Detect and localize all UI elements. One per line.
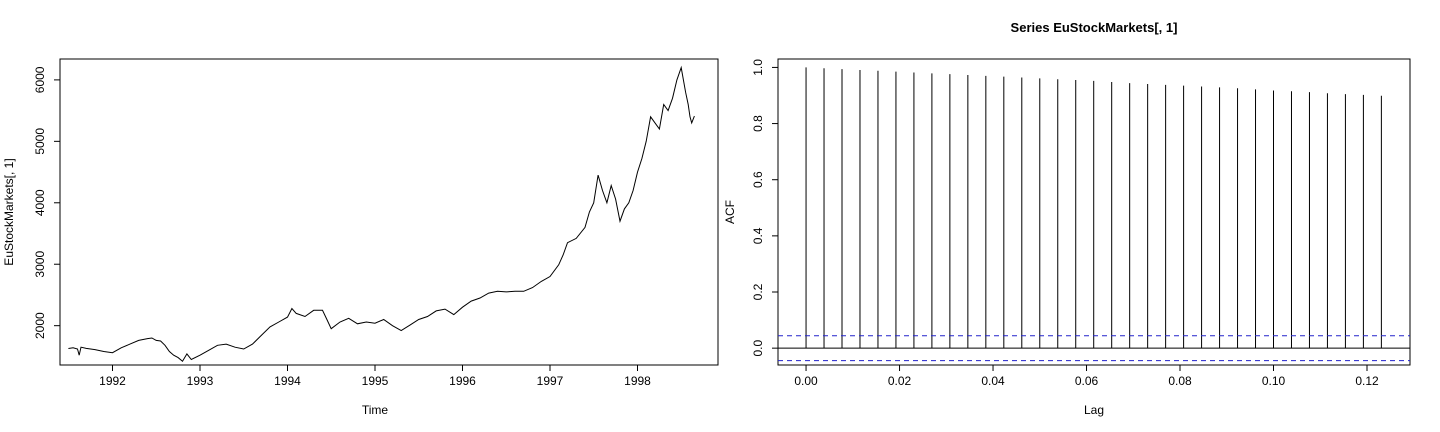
x-tick-label-left: 1994: [274, 374, 301, 388]
y-tick-label-right: 0.4: [751, 227, 765, 244]
y-tick-label-left: 5000: [33, 128, 47, 155]
x-tick-label-right: 0.04: [981, 374, 1005, 388]
y-axis-right: 0.0 0.2 0.4 0.6 0.8 1.0: [751, 59, 778, 356]
x-tick-label-right: 0.02: [888, 374, 912, 388]
y-axis-left: 2000 3000 4000 5000 6000: [33, 66, 60, 339]
y-tick-label-right: 0.8: [751, 115, 765, 132]
x-tick-label-left: 1992: [99, 374, 126, 388]
y-tick-label-right: 0.0: [751, 339, 765, 356]
y-tick-label-right: 1.0: [751, 59, 765, 76]
acf-plot: 0.00 0.02 0.04 0.06 0.08 0.10 0.12 0.00.20.40.…: [723, 20, 1411, 417]
y-tick-label-left: 4000: [33, 189, 47, 216]
plot-frame-left: [59, 58, 719, 366]
x-tick-label-right: 0.00: [794, 374, 818, 388]
y-tick-label-right: 0.6: [751, 171, 765, 188]
x-axis-left: 1992 1993 1994 1995 1996 1997 1998: [99, 365, 651, 388]
y-tick-label-right: 0.2: [751, 283, 765, 300]
y-axis-title-right: ACF: [723, 200, 737, 224]
x-tick-label-left: 1998: [624, 374, 651, 388]
x-tick-label-left: 1995: [362, 374, 389, 388]
plot-frame-right: [777, 58, 1411, 366]
y-axis-title-left: EuStockMarkets[, 1]: [2, 158, 16, 265]
x-axis-title-right: Lag: [1084, 403, 1104, 417]
x-axis-right: 0.00 0.02 0.04 0.06 0.08 0.10 0.12: [794, 365, 1379, 388]
x-tick-label-right: 0.08: [1168, 374, 1192, 388]
series-line: [68, 65, 695, 363]
x-tick-label-left: 1993: [187, 374, 214, 388]
time-series-plot: 1992 1993 1994 1995 1996 1997 1998 2000 3000 400…: [2, 58, 719, 417]
y-tick-label-left: 2000: [33, 312, 47, 339]
x-tick-label-left: 1997: [537, 374, 564, 388]
x-tick-label-right: 0.12: [1355, 374, 1379, 388]
y-tick-label-left: 6000: [33, 66, 47, 93]
series-group-left: [68, 65, 695, 363]
x-tick-label-right: 0.06: [1075, 374, 1099, 388]
x-tick-label-left: 1996: [449, 374, 476, 388]
x-tick-label-right: 0.10: [1262, 374, 1286, 388]
acf-bars-group: [805, 67, 1382, 349]
x-axis-title-left: Time: [362, 403, 389, 417]
reference-lines: [778, 335, 1410, 362]
y-tick-label-left: 3000: [33, 251, 47, 278]
chart-title-right: Series EuStockMarkets[, 1]: [1011, 20, 1178, 35]
